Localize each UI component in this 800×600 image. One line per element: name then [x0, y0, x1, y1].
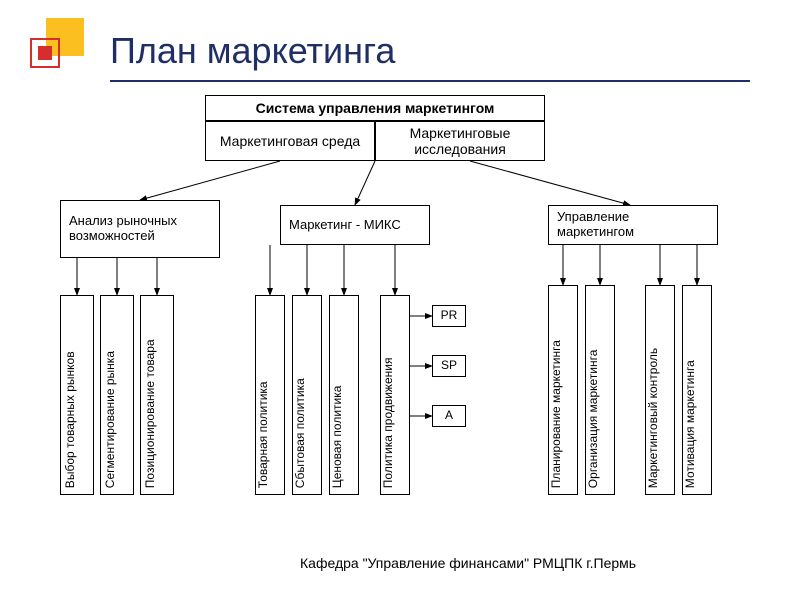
col-label: Товарная политика: [257, 381, 270, 488]
col-label: Выбор товарных рынков: [64, 328, 77, 488]
col-label: Сегментирование рынка: [104, 328, 117, 488]
col-mix-3: Политика продвижения: [380, 295, 410, 495]
promo-sp: SP: [432, 355, 466, 377]
top-right-cell: Маркетинговые исследования: [375, 121, 545, 161]
col-label: Политика продвижения: [382, 328, 395, 488]
diagram-stage: План маркетинга Система управления марке…: [0, 0, 800, 600]
top-left-cell: Маркетинговая среда: [205, 121, 375, 161]
col-mgmt-0: Планирование маркетинга: [548, 285, 578, 495]
col-analysis-0: Выбор товарных рынков: [60, 295, 94, 495]
col-analysis-2: Позиционирование товара: [140, 295, 174, 495]
col-label: Маркетинговый контроль: [647, 328, 660, 488]
footer-text: Кафедра "Управление финансами" РМЦПК г.П…: [300, 555, 636, 571]
promo-a: A: [432, 405, 466, 427]
col-mix-1: Сбытовая политика: [292, 295, 322, 495]
col-mgmt-2: Маркетинговый контроль: [645, 285, 675, 495]
col-label: Сбытовая политика: [294, 378, 307, 488]
col-mix-0: Товарная политика: [255, 295, 285, 495]
col-label: Организация маркетинга: [587, 328, 600, 488]
page-title: План маркетинга: [110, 30, 395, 72]
col-label: Мотивация маркетинга: [684, 328, 697, 488]
col-mgmt-1: Организация маркетинга: [585, 285, 615, 495]
col-mgmt-3: Мотивация маркетинга: [682, 285, 712, 495]
col-label: Позиционирование товара: [144, 328, 157, 488]
col-analysis-1: Сегментирование рынка: [100, 295, 134, 495]
title-underline: [110, 80, 750, 82]
mid-mix: Маркетинг - МИКС: [280, 205, 430, 245]
col-label: Планирование маркетинга: [550, 328, 563, 488]
decor-red-square-inner: [38, 46, 52, 60]
promo-pr: PR: [432, 305, 466, 327]
top-header: Система управления маркетингом: [205, 95, 545, 121]
col-label: Ценовая политика: [331, 385, 344, 488]
mid-analysis: Анализ рыночных возможностей: [60, 200, 220, 258]
col-mix-2: Ценовая политика: [329, 295, 359, 495]
mid-mgmt: Управление маркетингом: [548, 205, 718, 245]
